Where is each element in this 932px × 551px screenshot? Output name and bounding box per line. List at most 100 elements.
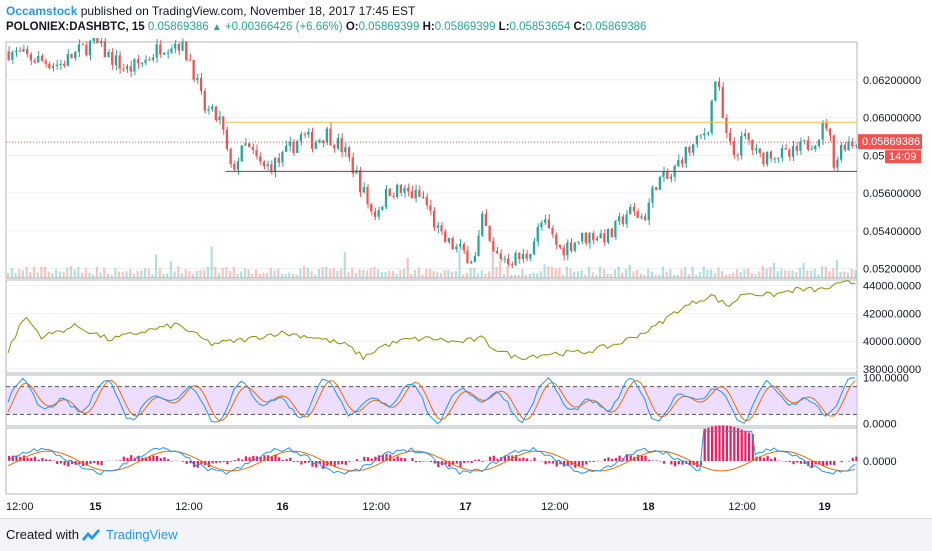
time-tick-label: 12:00 xyxy=(362,501,390,513)
volume-bar xyxy=(773,263,775,278)
macd-histogram-bar xyxy=(212,461,214,463)
volume-bar xyxy=(377,269,379,278)
volume-bar xyxy=(336,271,338,278)
volume-bar xyxy=(647,269,649,278)
macd-histogram-bar xyxy=(160,458,162,461)
candle-body xyxy=(115,55,117,65)
volume-bar xyxy=(703,266,705,278)
macd-histogram-bar xyxy=(585,461,587,465)
macd-tick-label: 0.0000 xyxy=(863,456,897,468)
macd-histogram-bar xyxy=(563,461,565,466)
volume-bar xyxy=(81,273,83,278)
macd-histogram-bar xyxy=(522,458,524,461)
candle-body xyxy=(740,136,742,155)
candle-body xyxy=(729,133,731,141)
candle-body xyxy=(481,214,483,236)
macd-histogram-bar xyxy=(607,457,609,461)
volume-bar xyxy=(562,275,564,278)
candle-body xyxy=(33,60,35,62)
candle-body xyxy=(518,253,520,259)
macd-histogram-bar xyxy=(341,461,343,464)
candle-body xyxy=(503,259,505,260)
volume-bar xyxy=(629,265,631,278)
volume-bar xyxy=(181,273,183,278)
volume-bar xyxy=(122,272,124,278)
macd-histogram-bar xyxy=(674,461,676,466)
volume-bar xyxy=(403,269,405,278)
macd-histogram-bar xyxy=(393,458,395,461)
candle-body xyxy=(463,244,465,250)
volume-bar xyxy=(214,267,216,278)
volume-bar xyxy=(177,266,179,278)
candle-body xyxy=(107,52,109,57)
volume-bar xyxy=(44,267,46,278)
macd-histogram-bar xyxy=(496,459,498,461)
candle-body xyxy=(411,191,413,198)
candle-body xyxy=(85,45,87,55)
volume-bar xyxy=(736,269,738,278)
candle-body xyxy=(744,133,746,136)
candle-body xyxy=(326,129,328,143)
volume-bar xyxy=(828,271,830,278)
volume-bar xyxy=(503,274,505,278)
volume-bar xyxy=(843,272,845,278)
candle-body xyxy=(725,118,727,133)
candle-body xyxy=(422,197,424,198)
candle-body xyxy=(196,78,198,80)
macd-histogram-bar xyxy=(241,460,243,461)
volume-bar xyxy=(584,275,586,278)
volume-bar xyxy=(384,272,386,278)
candle-body xyxy=(692,144,694,152)
macd-histogram-bar xyxy=(852,458,854,461)
macd-histogram-bar xyxy=(556,461,558,467)
symbol-label[interactable]: POLONIEX:DASHBTC, 15 xyxy=(6,21,145,33)
volume-bar xyxy=(451,272,453,278)
volume-bar xyxy=(632,271,634,278)
author-link[interactable]: Occamstock xyxy=(6,4,77,18)
candle-body xyxy=(211,107,213,110)
macd-histogram-bar xyxy=(345,461,347,465)
macd-histogram-bar xyxy=(422,461,424,462)
macd-histogram-bar xyxy=(93,461,95,463)
price-tick-label: 0.06000000 xyxy=(863,113,921,125)
volume-bar xyxy=(259,274,261,278)
volume-bar xyxy=(40,267,42,278)
candle-body xyxy=(659,177,661,190)
volume-bar xyxy=(381,272,383,278)
candle-body xyxy=(496,251,498,253)
macd-histogram-bar xyxy=(737,428,739,461)
obv-tick-label: 40000.0000 xyxy=(863,336,921,348)
candle-body xyxy=(19,51,21,52)
candle-body xyxy=(551,228,553,235)
high-value: 0.05869399 xyxy=(435,21,496,33)
macd-histogram-bar xyxy=(748,433,750,461)
volume-bar xyxy=(366,270,368,278)
tradingview-logo-icon[interactable] xyxy=(80,527,102,548)
candle-body xyxy=(840,145,842,160)
macd-histogram-bar xyxy=(589,461,591,462)
tradingview-brand-link[interactable]: TradingView xyxy=(106,527,178,542)
candle-body xyxy=(529,254,531,259)
candle-body xyxy=(189,60,191,61)
volume-bar xyxy=(407,258,409,278)
chart-canvas[interactable]: 0.052000000.054000000.056000000.05800000… xyxy=(0,38,932,518)
volume-bar xyxy=(599,267,601,278)
macd-histogram-bar xyxy=(796,461,798,463)
candle-body xyxy=(474,256,476,262)
volume-bar xyxy=(662,266,664,278)
volume-bar xyxy=(803,263,805,278)
candle-body xyxy=(592,233,594,240)
candle-body xyxy=(629,207,631,214)
volume-bar xyxy=(118,271,120,278)
volume-bar xyxy=(507,266,509,278)
candle-body xyxy=(359,170,361,192)
volume-bar xyxy=(351,268,353,278)
volume-bar xyxy=(788,271,790,278)
macd-histogram-bar xyxy=(41,458,43,461)
volume-bar xyxy=(333,268,335,278)
volume-bar xyxy=(466,273,468,278)
volume-bar xyxy=(244,269,246,278)
volume-bar xyxy=(473,268,475,278)
volume-bar xyxy=(48,272,50,278)
